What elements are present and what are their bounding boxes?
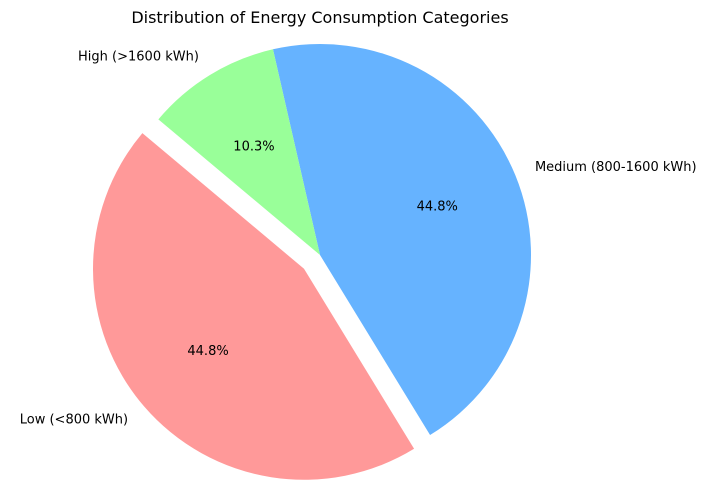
- pct-label-high-1600-kwh: 10.3%: [233, 139, 274, 154]
- slice-label-medium-800-1600-kwh: Medium (800-1600 kWh): [535, 160, 697, 175]
- slice-label-low-800-kwh: Low (<800 kWh): [20, 413, 128, 428]
- pie-slices: [93, 43, 532, 480]
- pie-slice-low-800-kwh: [93, 133, 415, 480]
- pie-slice-medium-800-1600-kwh: [272, 43, 532, 436]
- pie-slice-high-1600-kwh: [158, 49, 320, 255]
- pct-label-medium-800-1600-kwh: 44.8%: [417, 200, 458, 215]
- chart-title: Distribution of Energy Consumption Categ…: [131, 8, 508, 27]
- pct-label-low-800-kwh: 44.8%: [187, 344, 228, 359]
- slice-label-high-1600-kwh: High (>1600 kWh): [78, 49, 199, 64]
- pie-labels: 44.8% Low (<800 kWh) 44.8% Medium (800-1600…: [20, 49, 697, 427]
